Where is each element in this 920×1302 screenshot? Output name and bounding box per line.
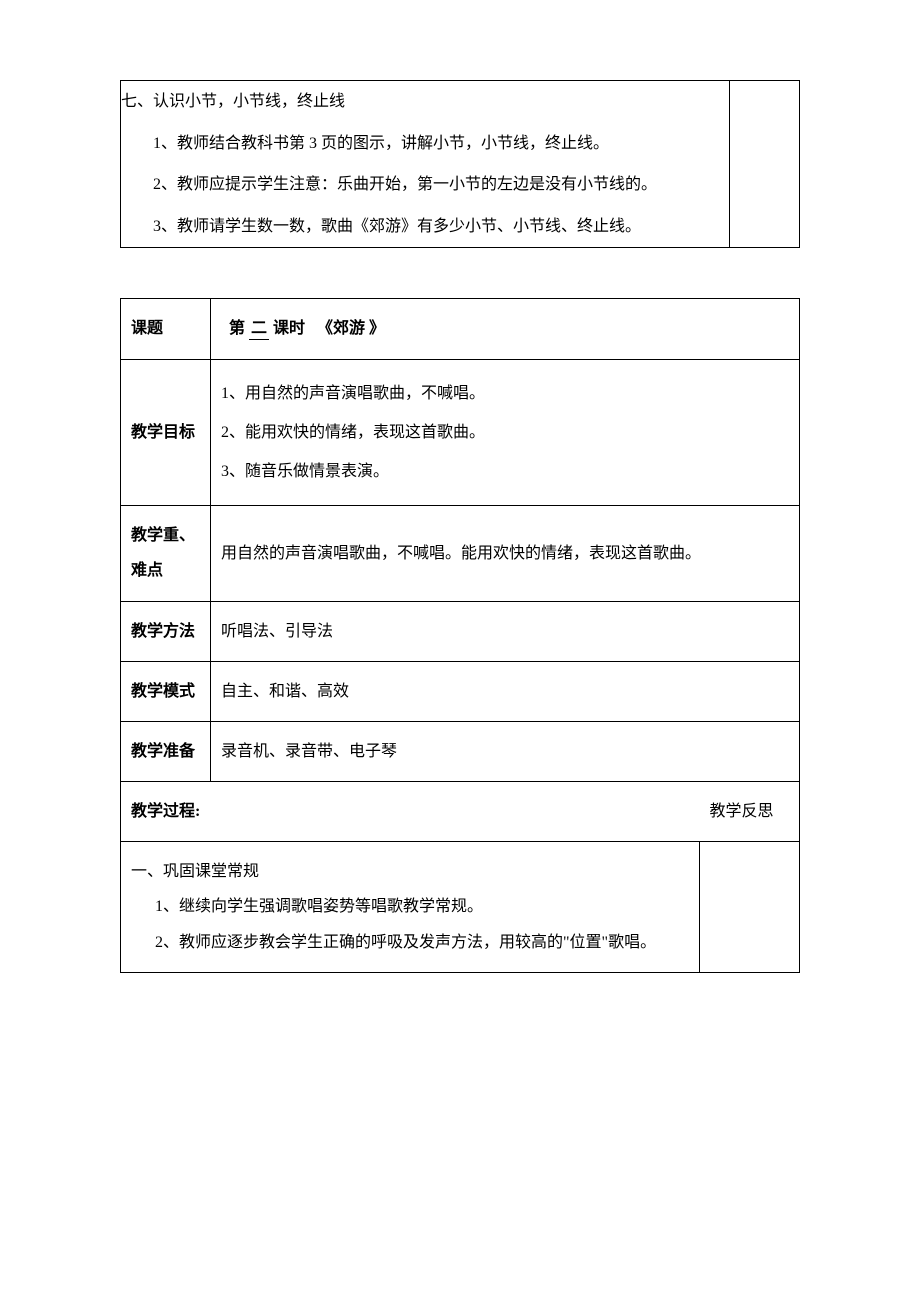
goal-item-2: 2、能用欢快的情绪，表现这首歌曲。: [221, 415, 789, 450]
lesson-plan-table: 课题 第 二 课时 《郊游 》 教学目标 1、用自然的声音演唱歌曲，不喊唱。 2…: [120, 298, 800, 972]
row-title: 课题 第 二 课时 《郊游 》: [121, 299, 800, 359]
label-key-points: 教学重、难点: [121, 506, 211, 601]
row-goals: 教学目标 1、用自然的声音演唱歌曲，不喊唱。 2、能用欢快的情绪，表现这首歌曲。…: [121, 359, 800, 506]
label-method: 教学方法: [121, 601, 211, 661]
value-title: 第 二 课时 《郊游 》: [211, 299, 800, 359]
upper-content-table: 七、认识小节，小节线，终止线 1、教师结合教科书第 3 页的图示，讲解小节，小节…: [120, 80, 800, 248]
label-title: 课题: [121, 299, 211, 359]
reflect-body-cell: [700, 842, 800, 973]
process-body-cell: 一、巩固课堂常规 1、继续向学生强调歌唱姿势等唱歌教学常规。 2、教师应逐步教会…: [121, 842, 700, 973]
section-seven-item-3: 3、教师请学生数一数，歌曲《郊游》有多少小节、小节线、终止线。: [121, 206, 729, 248]
section-seven-item-1: 1、教师结合教科书第 3 页的图示，讲解小节，小节线，终止线。: [121, 123, 729, 165]
title-song: 《郊游 》: [317, 320, 385, 337]
process-item-1: 1、继续向学生强调歌唱姿势等唱歌教学常规。: [131, 889, 689, 924]
process-item-2: 2、教师应逐步教会学生正确的呼吸及发声方法，用较高的"位置"歌唱。: [131, 925, 689, 960]
label-prep: 教学准备: [121, 721, 211, 781]
row-mode: 教学模式 自主、和谐、高效: [121, 661, 800, 721]
upper-side-cell: [730, 81, 800, 248]
label-goals: 教学目标: [121, 359, 211, 506]
row-prep: 教学准备 录音机、录音带、电子琴: [121, 721, 800, 781]
row-key-points: 教学重、难点 用自然的声音演唱歌曲，不喊唱。能用欢快的情绪，表现这首歌曲。: [121, 506, 800, 601]
value-mode: 自主、和谐、高效: [211, 661, 800, 721]
row-process-body: 一、巩固课堂常规 1、继续向学生强调歌唱姿势等唱歌教学常规。 2、教师应逐步教会…: [121, 842, 800, 973]
value-goals: 1、用自然的声音演唱歌曲，不喊唱。 2、能用欢快的情绪，表现这首歌曲。 3、随音…: [211, 359, 800, 506]
value-key-points: 用自然的声音演唱歌曲，不喊唱。能用欢快的情绪，表现这首歌曲。: [211, 506, 800, 601]
goal-item-1: 1、用自然的声音演唱歌曲，不喊唱。: [221, 376, 789, 411]
row-method: 教学方法 听唱法、引导法: [121, 601, 800, 661]
value-method: 听唱法、引导法: [211, 601, 800, 661]
label-process: 教学过程:: [121, 782, 700, 842]
goal-item-3: 3、随音乐做情景表演。: [221, 454, 789, 489]
upper-main-cell: 七、认识小节，小节线，终止线 1、教师结合教科书第 3 页的图示，讲解小节，小节…: [121, 81, 730, 248]
value-prep: 录音机、录音带、电子琴: [211, 721, 800, 781]
title-suffix: 课时: [273, 320, 305, 337]
title-number: 二: [249, 319, 269, 339]
section-seven-heading: 七、认识小节，小节线，终止线: [121, 81, 729, 123]
label-mode: 教学模式: [121, 661, 211, 721]
row-process-header: 教学过程: 教学反思: [121, 782, 800, 842]
section-seven-item-2: 2、教师应提示学生注意：乐曲开始，第一小节的左边是没有小节线的。: [121, 164, 729, 206]
title-prefix: 第: [229, 320, 245, 337]
label-reflect: 教学反思: [700, 782, 800, 842]
process-section-heading: 一、巩固课堂常规: [131, 854, 689, 889]
